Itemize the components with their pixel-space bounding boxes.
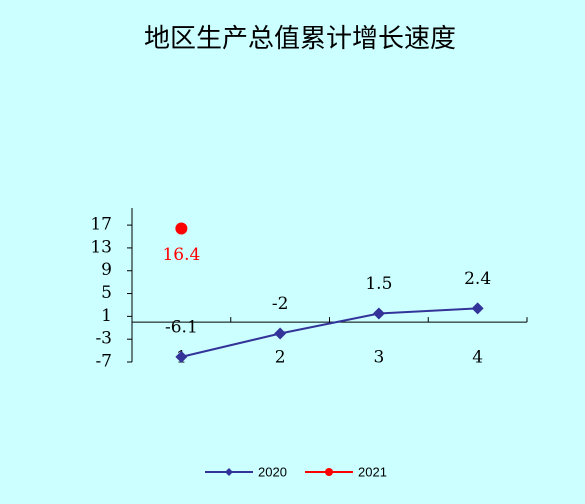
point <box>471 302 484 315</box>
y-tick-label: 5 <box>101 283 112 303</box>
y-tick-label: -3 <box>95 329 112 349</box>
x-tick-label: 4 <box>472 348 483 368</box>
point <box>274 327 287 340</box>
legend-label: 2020 <box>258 464 287 479</box>
chart-title: 地区生产总值累计增长速度 <box>144 24 456 54</box>
x-tick-label: 2 <box>275 348 286 368</box>
data-label: 16.4 <box>162 245 200 265</box>
point <box>372 307 385 320</box>
data-label: -6.1 <box>165 317 198 337</box>
line <box>181 307 478 358</box>
legend-marker <box>225 468 233 476</box>
y-tick-label: 17 <box>90 215 112 235</box>
legend-label: 2021 <box>358 464 387 479</box>
y-tick-label: -7 <box>95 352 112 372</box>
x-tick-label: 3 <box>373 348 384 368</box>
y-tick-label: 1 <box>101 306 112 326</box>
point <box>175 222 188 235</box>
legend-marker <box>325 468 333 476</box>
y-tick-label: 9 <box>101 260 112 280</box>
data-label: 1.5 <box>365 274 392 294</box>
point <box>175 350 188 363</box>
data-label: 2.4 <box>464 269 491 289</box>
data-label: -2 <box>272 294 289 314</box>
y-tick-label: 13 <box>90 237 112 257</box>
